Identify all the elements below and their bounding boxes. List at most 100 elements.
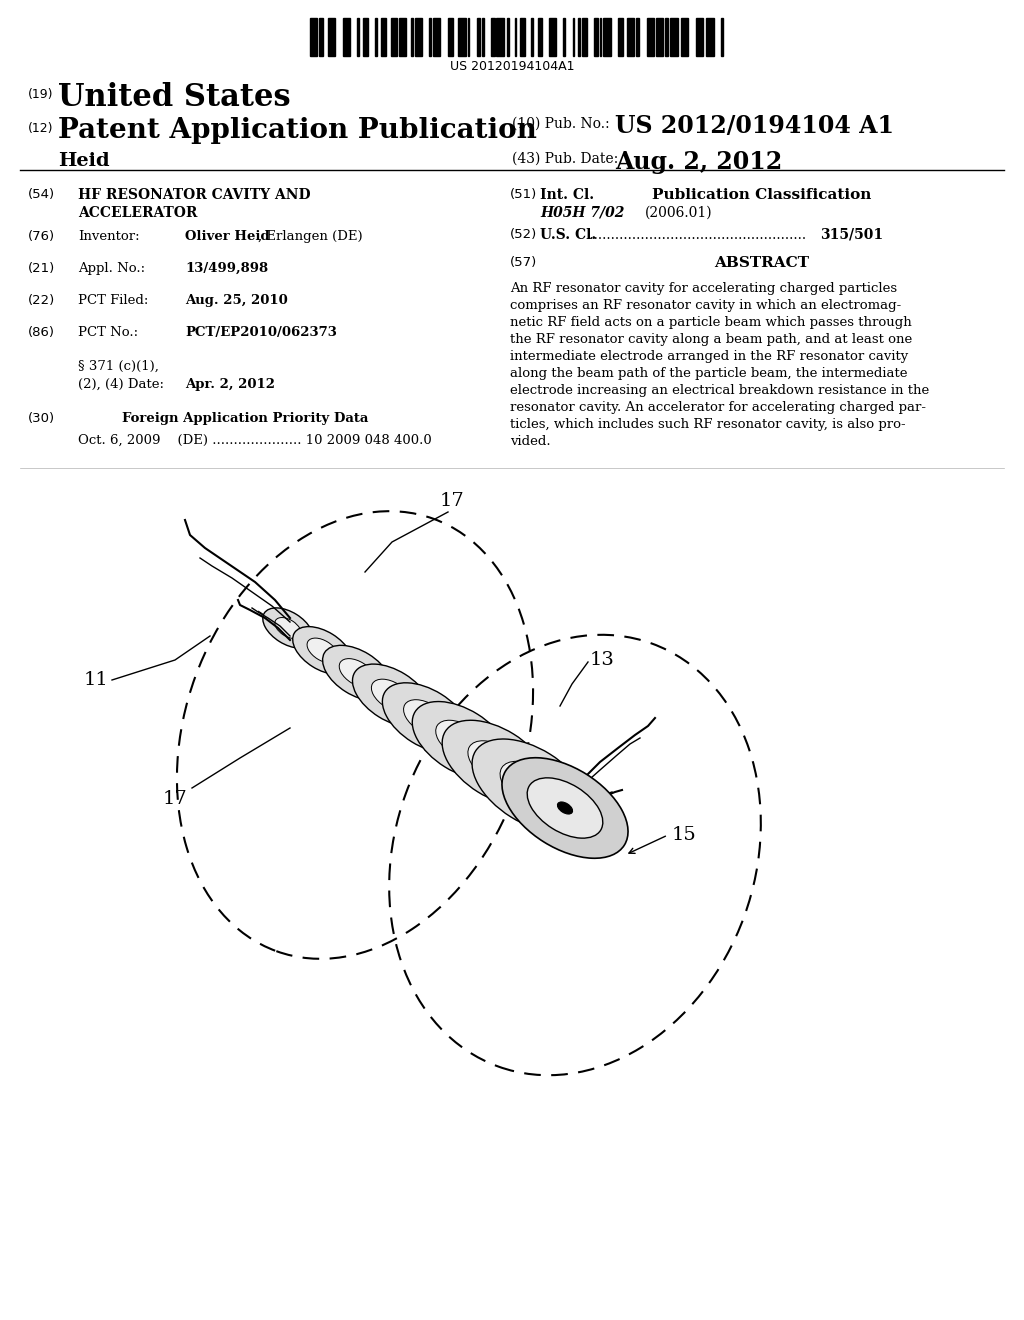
Bar: [578, 18, 580, 55]
Bar: [507, 18, 509, 55]
Ellipse shape: [442, 721, 549, 805]
Text: , Erlangen (DE): , Erlangen (DE): [258, 230, 362, 243]
Text: Oct. 6, 2009    (DE) ..................... 10 2009 048 400.0: Oct. 6, 2009 (DE) ..................... …: [78, 434, 432, 447]
Bar: [563, 18, 565, 55]
Text: 13: 13: [590, 651, 614, 669]
Ellipse shape: [502, 758, 628, 858]
Text: (30): (30): [28, 412, 55, 425]
Bar: [530, 18, 532, 55]
Ellipse shape: [500, 762, 561, 809]
Bar: [415, 18, 422, 55]
Bar: [381, 18, 386, 55]
Bar: [459, 18, 466, 55]
Text: § 371 (c)(1),: § 371 (c)(1),: [78, 360, 159, 374]
Text: the RF resonator cavity along a beam path, and at least one: the RF resonator cavity along a beam pat…: [510, 333, 912, 346]
Bar: [447, 18, 453, 55]
Bar: [594, 18, 598, 55]
Bar: [433, 18, 440, 55]
Text: comprises an RF resonator cavity in which an electromag-: comprises an RF resonator cavity in whic…: [510, 300, 901, 312]
Text: Oliver Heid: Oliver Heid: [185, 230, 269, 243]
Bar: [310, 18, 317, 55]
Text: H05H 7/02: H05H 7/02: [540, 206, 625, 220]
Ellipse shape: [436, 721, 486, 760]
Text: Heid: Heid: [58, 152, 110, 170]
Text: Aug. 25, 2010: Aug. 25, 2010: [185, 294, 288, 308]
Text: intermediate electrode arranged in the RF resonator cavity: intermediate electrode arranged in the R…: [510, 350, 908, 363]
Bar: [582, 18, 587, 55]
Bar: [549, 18, 556, 55]
Bar: [603, 18, 610, 55]
Ellipse shape: [403, 700, 450, 737]
Text: ACCELERATOR: ACCELERATOR: [78, 206, 198, 220]
Text: (21): (21): [28, 261, 55, 275]
Bar: [636, 18, 639, 55]
Text: Patent Application Publication: Patent Application Publication: [58, 117, 537, 144]
Text: vided.: vided.: [510, 436, 551, 447]
Bar: [707, 18, 714, 55]
Text: 15: 15: [672, 826, 696, 843]
Text: 11: 11: [83, 671, 108, 689]
Bar: [695, 18, 702, 55]
Ellipse shape: [307, 638, 338, 663]
Text: ticles, which includes such RF resonator cavity, is also pro-: ticles, which includes such RF resonator…: [510, 418, 905, 432]
Text: (54): (54): [28, 187, 55, 201]
Text: along the beam path of the particle beam, the intermediate: along the beam path of the particle beam…: [510, 367, 907, 380]
Ellipse shape: [557, 803, 572, 814]
Text: Int. Cl.: Int. Cl.: [540, 187, 594, 202]
Ellipse shape: [382, 682, 471, 754]
Bar: [492, 18, 495, 55]
Text: ABSTRACT: ABSTRACT: [715, 256, 810, 271]
Ellipse shape: [413, 701, 510, 779]
Text: resonator cavity. An accelerator for accelerating charged par-: resonator cavity. An accelerator for acc…: [510, 401, 926, 414]
Bar: [468, 18, 469, 55]
Text: 315/501: 315/501: [820, 228, 883, 242]
Bar: [538, 18, 542, 55]
Text: 13/499,898: 13/499,898: [185, 261, 268, 275]
Bar: [319, 18, 323, 55]
Bar: [476, 18, 480, 55]
Ellipse shape: [274, 618, 301, 639]
Bar: [721, 18, 723, 55]
Ellipse shape: [293, 627, 352, 675]
Text: (10) Pub. No.:: (10) Pub. No.:: [512, 117, 609, 131]
Bar: [375, 18, 377, 55]
Bar: [520, 18, 525, 55]
Text: U.S. Cl.: U.S. Cl.: [540, 228, 596, 242]
Text: (2006.01): (2006.01): [645, 206, 713, 220]
Text: Aug. 2, 2012: Aug. 2, 2012: [615, 150, 782, 174]
Text: An RF resonator cavity for accelerating charged particles: An RF resonator cavity for accelerating …: [510, 282, 897, 294]
Text: (51): (51): [510, 187, 538, 201]
Text: PCT/EP2010/062373: PCT/EP2010/062373: [185, 326, 337, 339]
Bar: [429, 18, 431, 55]
Ellipse shape: [372, 680, 413, 711]
Text: (86): (86): [28, 326, 55, 339]
Text: netic RF field acts on a particle beam which passes through: netic RF field acts on a particle beam w…: [510, 315, 911, 329]
Ellipse shape: [339, 659, 375, 688]
Text: (22): (22): [28, 294, 55, 308]
Bar: [412, 18, 414, 55]
Text: 17: 17: [440, 492, 465, 510]
Bar: [665, 18, 669, 55]
Bar: [391, 18, 397, 55]
Text: (76): (76): [28, 230, 55, 243]
Bar: [617, 18, 624, 55]
Bar: [647, 18, 654, 55]
Text: US 2012/0194104 A1: US 2012/0194104 A1: [615, 114, 894, 139]
Text: (52): (52): [510, 228, 538, 242]
Ellipse shape: [352, 664, 431, 727]
Bar: [357, 18, 358, 55]
Text: PCT No.:: PCT No.:: [78, 326, 138, 339]
Text: PCT Filed:: PCT Filed:: [78, 294, 148, 308]
Text: US 20120194104A1: US 20120194104A1: [450, 59, 574, 73]
Bar: [343, 18, 350, 55]
Text: (43) Pub. Date:: (43) Pub. Date:: [512, 152, 618, 166]
Bar: [515, 18, 516, 55]
Bar: [328, 18, 335, 55]
Ellipse shape: [472, 739, 589, 832]
Text: Foreign Application Priority Data: Foreign Application Priority Data: [122, 412, 369, 425]
Text: Publication Classification: Publication Classification: [652, 187, 871, 202]
Text: ...................................................: ........................................…: [585, 228, 811, 242]
Bar: [362, 18, 368, 55]
Text: electrode increasing an electrical breakdown resistance in the: electrode increasing an electrical break…: [510, 384, 929, 397]
Text: (12): (12): [28, 121, 53, 135]
